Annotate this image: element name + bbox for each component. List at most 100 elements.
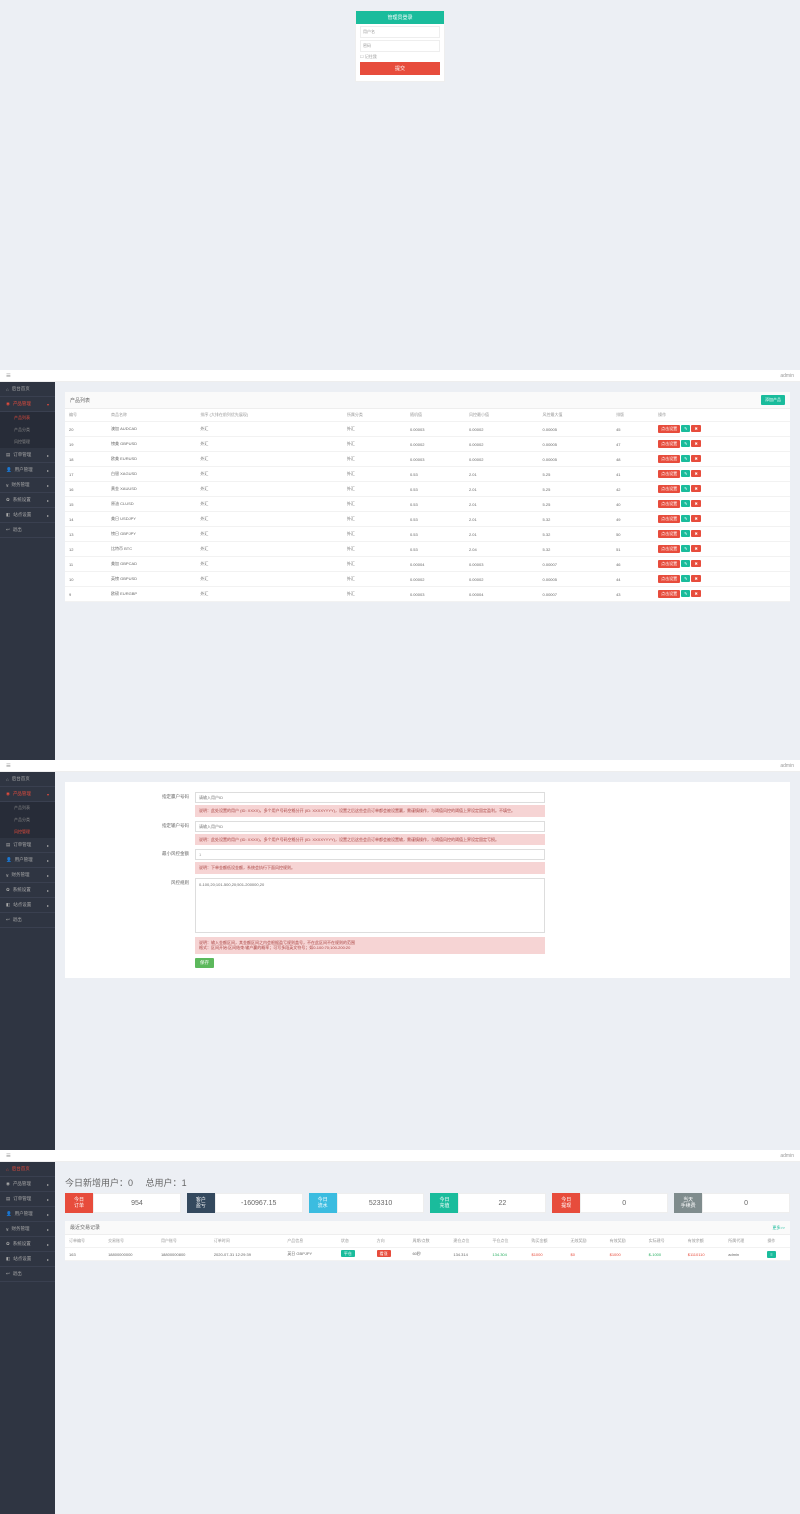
delete-button[interactable]: ✖: [691, 545, 700, 552]
product-table: 编号商品名称排序 (大排在前列优先展现)所属分类随机值风控最小值风控最大值排版操…: [65, 409, 790, 602]
delete-button[interactable]: ✖: [691, 500, 700, 507]
admin-label[interactable]: admin: [780, 373, 794, 379]
menu-toggle-icon[interactable]: ≡: [6, 1151, 11, 1160]
login-submit-button[interactable]: 提交: [360, 62, 440, 75]
column-header: 交易账号: [104, 1235, 157, 1248]
gear-icon: ✿: [6, 497, 10, 503]
logout-icon: ↩: [6, 527, 10, 533]
sidebar-item-product[interactable]: ◉产品管理▾: [0, 787, 55, 802]
sidebar: ⌂后台首页 ◉产品管理▸ ▤订单管理▸ 👤用户管理▸ ¥财务管理▸ ✿系统设置▸…: [0, 1162, 55, 1514]
delete-button[interactable]: ✖: [691, 485, 700, 492]
menu-toggle-icon[interactable]: ≡: [6, 761, 11, 770]
stat-value: 0: [702, 1193, 790, 1213]
sidebar-sub-product-list[interactable]: 产品列表: [0, 412, 55, 424]
delete-button[interactable]: ✖: [691, 575, 700, 582]
edit-button[interactable]: ✎: [681, 455, 690, 462]
sidebar-item-logout[interactable]: ↩退出: [0, 1267, 55, 1282]
settings-button[interactable]: 点击设置: [658, 470, 680, 478]
sidebar-item-product[interactable]: ◉产品管理▸: [0, 1177, 55, 1192]
rule-textarea[interactable]: 0-100,20;101-500,20;501-200000,20: [195, 878, 545, 933]
delete-button[interactable]: ✖: [691, 530, 700, 537]
sidebar-item-home[interactable]: ⌂后台首页: [0, 1162, 55, 1177]
settings-button[interactable]: 点击设置: [658, 515, 680, 523]
settings-button[interactable]: 点击设置: [658, 500, 680, 508]
edit-button[interactable]: ✎: [681, 530, 690, 537]
product-icon: ◉: [6, 401, 10, 407]
settings-button[interactable]: 点击设置: [658, 530, 680, 538]
sidebar-item-finance[interactable]: ¥财务管理▸: [0, 478, 55, 493]
home-icon: ⌂: [6, 1167, 9, 1172]
menu-toggle-icon[interactable]: ≡: [6, 371, 11, 380]
sidebar-item-site[interactable]: ◧站点设置▸: [0, 1252, 55, 1267]
delete-button[interactable]: ✖: [691, 470, 700, 477]
sidebar-sub-product-cat[interactable]: 产品分类: [0, 814, 55, 826]
sidebar-sub-product-cat[interactable]: 产品分类: [0, 424, 55, 436]
stat-card: 客户盈亏-160967.15: [187, 1193, 303, 1213]
delete-button[interactable]: ✖: [691, 425, 700, 432]
sidebar: ⌂后台首页 ◉产品管理▾ 产品列表 产品分类 风控管理 ▤订单管理▸ 👤用户管理…: [0, 382, 55, 760]
admin-label[interactable]: admin: [780, 763, 794, 769]
edit-button[interactable]: ✎: [681, 470, 690, 477]
sidebar-item-finance[interactable]: ¥财务管理▸: [0, 1222, 55, 1237]
lose-user-input[interactable]: [195, 821, 545, 832]
user-icon: 👤: [6, 1211, 12, 1217]
password-input[interactable]: 密码: [360, 40, 440, 52]
save-button[interactable]: 保存: [195, 958, 214, 968]
sidebar-sub-risk[interactable]: 风控管理: [0, 436, 55, 448]
win-user-input[interactable]: [195, 792, 545, 803]
sidebar-sub-risk[interactable]: 风控管理: [0, 826, 55, 838]
delete-button[interactable]: ✖: [691, 560, 700, 567]
sidebar-item-system[interactable]: ✿系统设置▸: [0, 1237, 55, 1252]
edit-button[interactable]: ✎: [681, 485, 690, 492]
win-user-label: 指定赢户号码: [75, 792, 195, 817]
sidebar-item-order[interactable]: ▤订单管理▸: [0, 1192, 55, 1207]
edit-button[interactable]: ✎: [681, 590, 690, 597]
settings-button[interactable]: 点击设置: [658, 485, 680, 493]
sidebar-item-site[interactable]: ◧站点设置▸: [0, 508, 55, 523]
settings-button[interactable]: 点击设置: [658, 440, 680, 448]
settings-button[interactable]: 点击设置: [658, 590, 680, 598]
edit-button[interactable]: ✎: [681, 515, 690, 522]
sidebar-item-logout[interactable]: ↩退出: [0, 523, 55, 538]
column-header: 建仓点位: [449, 1235, 488, 1248]
more-link[interactable]: 更多>>: [772, 1225, 785, 1231]
settings-button[interactable]: 点击设置: [658, 455, 680, 463]
sidebar-item-order[interactable]: ▤订单管理▸: [0, 838, 55, 853]
table-row: 13镑日 GBPJPY外汇外汇0.532.015.3250点击设置✎✖: [65, 527, 790, 542]
settings-button[interactable]: 点击设置: [658, 575, 680, 583]
sidebar-item-product[interactable]: ◉产品管理▾: [0, 397, 55, 412]
sidebar-item-system[interactable]: ✿系统设置▸: [0, 493, 55, 508]
username-input[interactable]: 用户名: [360, 26, 440, 38]
settings-button[interactable]: 点击设置: [658, 560, 680, 568]
delete-button[interactable]: ✖: [691, 440, 700, 447]
product-icon: ◉: [6, 791, 10, 797]
sidebar-item-user[interactable]: 👤用户管理▸: [0, 463, 55, 478]
sidebar-sub-product-list[interactable]: 产品列表: [0, 802, 55, 814]
sidebar-item-finance[interactable]: ¥财务管理▸: [0, 868, 55, 883]
remember-checkbox[interactable]: ☐ 记住我: [360, 54, 440, 60]
edit-button[interactable]: ✎: [681, 425, 690, 432]
delete-button[interactable]: ✖: [691, 455, 700, 462]
sidebar-item-home[interactable]: ⌂后台首页: [0, 772, 55, 787]
sidebar-item-user[interactable]: 👤用户管理▸: [0, 853, 55, 868]
action-button[interactable]: ≡: [767, 1251, 775, 1258]
delete-button[interactable]: ✖: [691, 590, 700, 597]
edit-button[interactable]: ✎: [681, 440, 690, 447]
delete-button[interactable]: ✖: [691, 515, 700, 522]
sidebar-item-user[interactable]: 👤用户管理▸: [0, 1207, 55, 1222]
add-product-button[interactable]: 添加产品: [761, 395, 785, 405]
rule-hint: 说明：输入金额区间，其金额区间之内会根据盈亏规则盖号，不在此区间不在规则的范围格…: [195, 937, 545, 954]
sidebar-item-logout[interactable]: ↩退出: [0, 913, 55, 928]
edit-button[interactable]: ✎: [681, 575, 690, 582]
sidebar-item-system[interactable]: ✿系统设置▸: [0, 883, 55, 898]
settings-button[interactable]: 点击设置: [658, 425, 680, 433]
min-amount-input[interactable]: [195, 849, 545, 860]
edit-button[interactable]: ✎: [681, 560, 690, 567]
sidebar-item-home[interactable]: ⌂后台首页: [0, 382, 55, 397]
settings-button[interactable]: 点击设置: [658, 545, 680, 553]
edit-button[interactable]: ✎: [681, 500, 690, 507]
edit-button[interactable]: ✎: [681, 545, 690, 552]
admin-label[interactable]: admin: [780, 1153, 794, 1159]
sidebar-item-site[interactable]: ◧站点设置▸: [0, 898, 55, 913]
sidebar-item-order[interactable]: ▤订单管理▸: [0, 448, 55, 463]
